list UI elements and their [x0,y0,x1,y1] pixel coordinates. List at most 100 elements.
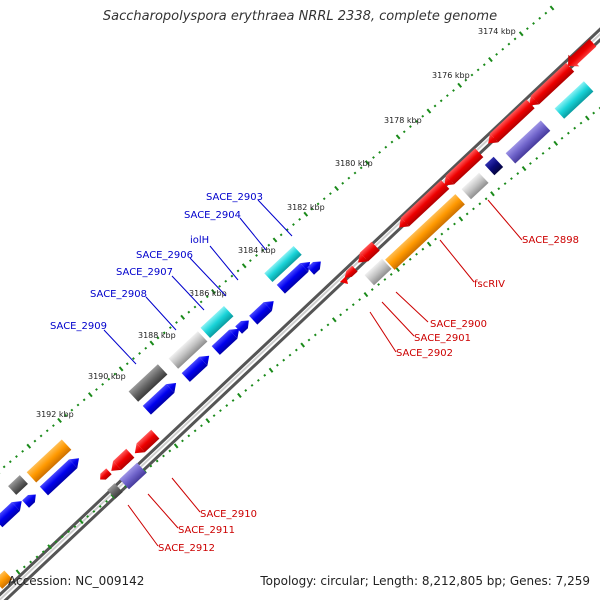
gene-arrow[interactable] [22,491,39,508]
gene-block[interactable] [107,483,123,499]
minor-tick [322,197,326,201]
minor-tick [482,63,486,67]
gene-block[interactable] [0,570,13,589]
major-tick [395,134,401,140]
gene-arrow[interactable] [530,62,575,105]
major-tick [300,342,306,348]
genome-summary-text: Topology: circular; Length: 8,212,805 bp… [260,574,590,588]
gene-label[interactable]: SACE_2904 [184,210,241,221]
gene-arrow[interactable] [307,258,324,275]
minor-tick [261,248,265,252]
minor-tick [149,464,153,468]
major-tick [180,314,186,320]
minor-tick [415,120,418,123]
minor-tick [2,465,6,469]
major-tick [57,417,62,424]
major-tick [173,443,179,449]
minor-tick [101,382,105,386]
minor-tick [478,202,482,206]
minor-tick [39,434,43,438]
gene-label[interactable]: iolH [190,235,209,246]
minor-tick [144,346,148,350]
minor-tick [60,535,64,539]
gene-label[interactable]: SACE_2901 [414,333,471,344]
gene-label[interactable]: SACE_2908 [90,289,147,300]
gene-block[interactable] [200,305,234,339]
minor-tick [358,298,362,302]
gene-label[interactable]: fscRIV [474,279,505,290]
gene-block[interactable] [554,81,594,119]
gene-block[interactable] [484,156,504,176]
gene-arrow[interactable] [400,180,450,227]
major-tick [78,518,84,525]
gene-arrow[interactable] [359,241,380,262]
minor-tick [298,217,302,221]
gene-block[interactable] [505,120,551,164]
minor-tick [181,439,184,443]
gene-block[interactable] [26,439,72,483]
minor-tick [415,252,418,256]
gene-label[interactable]: SACE_2900 [430,319,487,330]
gene-arrow[interactable] [340,276,348,284]
minor-tick [95,388,98,391]
minor-tick [162,331,166,335]
minor-tick [132,357,135,360]
major-tick [237,392,242,399]
gene-block[interactable] [364,258,392,286]
minor-tick [544,11,548,15]
gene-arrow[interactable] [276,263,309,294]
gene-block[interactable] [119,462,147,490]
gene-block[interactable] [128,364,168,402]
minor-tick [408,257,412,261]
major-tick [490,191,495,197]
gene-label[interactable]: SACE_2909 [50,321,107,332]
minor-tick [372,156,375,159]
minor-tick [446,227,450,231]
gene-arrow[interactable] [445,148,484,185]
gene-arrow[interactable] [249,302,272,325]
gene-block[interactable] [8,475,28,495]
gene-arrow[interactable] [97,468,112,482]
gene-arrow[interactable] [342,265,358,281]
gene-arrow[interactable] [113,448,135,470]
gene-arrow[interactable] [489,99,535,143]
gene-label[interactable]: SACE_2906 [136,250,193,261]
gene-label[interactable]: SACE_2902 [396,348,453,359]
minor-tick [15,455,18,458]
gene-block[interactable] [461,172,489,200]
major-tick [268,367,274,373]
gene-arrow[interactable] [211,329,238,355]
minor-tick [378,150,382,154]
minor-tick [307,338,311,342]
gene-block[interactable] [385,194,465,270]
reverse-gene-labels: SACE_2898 fscRIV SACE_2900 SACE_2901 SAC… [158,235,579,554]
gene-label[interactable]: SACE_2898 [522,235,579,246]
major-tick [26,443,32,449]
gene-label[interactable]: SACE_2903 [206,192,263,203]
gene-block[interactable] [264,245,302,283]
gene-arrow[interactable] [136,429,160,453]
minor-tick [248,259,252,263]
gene-arrow[interactable] [181,356,208,382]
backbone [0,27,600,600]
gene-arrow[interactable] [0,502,20,528]
major-tick [488,56,493,63]
gene-label[interactable]: SACE_2907 [116,267,173,278]
gene-label[interactable]: SACE_2910 [200,509,257,520]
major-tick [549,5,555,11]
minor-tick [86,515,89,518]
tick-label: 3188 kbp [138,331,176,340]
tick-label: 3178 kbp [384,116,422,125]
gene-arrow[interactable] [39,459,78,496]
major-tick [211,288,216,295]
major-tick [303,211,309,217]
gene-label[interactable]: SACE_2911 [178,525,235,536]
gene-block[interactable] [168,331,208,369]
gene-label[interactable]: SACE_2912 [158,543,215,554]
gene-arrow[interactable] [235,317,252,334]
gene-arrow[interactable] [563,37,599,72]
minor-tick [592,111,596,115]
major-tick [457,82,463,88]
gene-arrow[interactable] [142,384,175,415]
major-tick [518,31,524,37]
